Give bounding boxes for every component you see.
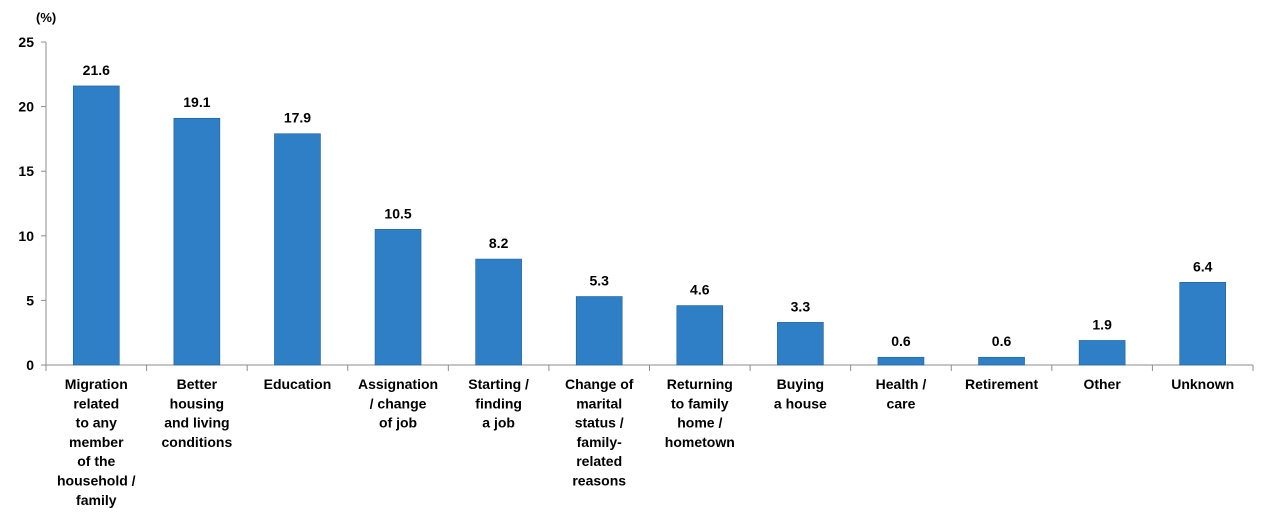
category-labels: Migration related to any member of the househ… <box>57 376 1234 508</box>
category-label-line: Health / <box>876 376 927 392</box>
category-label: Buying a house <box>774 376 827 411</box>
bar <box>173 117 221 366</box>
value-label: 10.5 <box>384 205 411 221</box>
category-label-line: Change of <box>565 376 634 392</box>
category-label-line: member <box>69 434 124 450</box>
category-label-line: of job <box>379 415 417 431</box>
y-axis-unit-label: (%) <box>36 10 56 25</box>
y-tick-label: 0 <box>26 357 34 373</box>
category-label: Change of marital status / family-related re… <box>565 376 634 489</box>
category-label-line: related <box>576 453 622 469</box>
category-label-line: Returning <box>667 376 733 392</box>
category-label: Health / care <box>876 376 927 411</box>
category-label-line: Education <box>264 376 332 392</box>
value-label: 19.1 <box>183 94 210 110</box>
value-label: 1.9 <box>1092 316 1112 332</box>
category-label: Returning to family home / hometown <box>665 376 735 450</box>
category-label-line: conditions <box>161 434 232 450</box>
value-label: 0.6 <box>891 333 911 349</box>
category-label: Education <box>264 376 332 392</box>
bar <box>877 356 925 366</box>
category-label-line: housing <box>170 395 224 411</box>
value-label: 0.6 <box>992 333 1012 349</box>
category-label: Starting / finding a job <box>468 376 529 431</box>
value-label: 8.2 <box>489 235 509 251</box>
category-label-line: of the <box>77 453 115 469</box>
bar <box>274 133 321 366</box>
bar <box>1179 282 1227 366</box>
category-label-line: Starting / <box>468 376 529 392</box>
category-label-line: household / <box>57 473 136 489</box>
value-label: 17.9 <box>284 110 311 126</box>
category-label-line: / change <box>370 395 427 411</box>
bars <box>72 85 1227 366</box>
category-label: Unknown <box>1171 376 1234 392</box>
category-label: Better housing and living conditions <box>161 376 232 450</box>
category-label-line: Unknown <box>1171 376 1234 392</box>
y-tick-label: 10 <box>18 228 34 244</box>
value-label: 5.3 <box>589 273 609 289</box>
category-label-line: reasons <box>572 473 626 489</box>
category-label: Other <box>1083 376 1121 392</box>
category-label-line: family- <box>577 434 622 450</box>
category-label-line: home / <box>677 415 722 431</box>
bar <box>475 258 522 366</box>
category-label-line: Buying <box>777 376 824 392</box>
bar <box>374 229 422 366</box>
category-label: Migration related to any member of the househ… <box>57 376 136 508</box>
bar <box>1078 340 1126 366</box>
category-label-line: status / <box>575 415 624 431</box>
category-label-line: to family <box>671 395 729 411</box>
category-label-line: and living <box>164 415 229 431</box>
category-label-line: Migration <box>65 376 128 392</box>
category-label-line: a house <box>774 395 827 411</box>
value-label: 6.4 <box>1193 258 1213 274</box>
y-tick-label: 25 <box>18 34 34 50</box>
category-label-line: Better <box>177 376 218 392</box>
category-label-line: family <box>76 492 117 508</box>
category-label-line: care <box>887 395 916 411</box>
value-label: 21.6 <box>83 62 110 78</box>
bar <box>978 356 1025 366</box>
y-tick-label: 20 <box>18 99 34 115</box>
value-label: 4.6 <box>690 282 710 298</box>
bar <box>72 85 120 366</box>
category-label-line: Assignation <box>358 376 438 392</box>
bar <box>777 322 824 366</box>
bar <box>676 305 724 366</box>
y-tick-label: 5 <box>26 292 34 308</box>
category-label-line: Retirement <box>965 376 1038 392</box>
y-axis: 0 5 10 15 20 25 <box>18 34 47 373</box>
category-label: Retirement <box>965 376 1038 392</box>
category-label-line: marital <box>576 395 622 411</box>
category-label-line: related <box>73 395 119 411</box>
bar <box>575 296 623 366</box>
x-axis <box>45 364 1254 371</box>
category-label-line: a job <box>482 415 515 431</box>
category-label: Assignation / change of job <box>358 376 438 431</box>
value-label: 3.3 <box>791 298 811 314</box>
category-label-line: to any <box>76 415 117 431</box>
category-label-line: finding <box>475 395 522 411</box>
y-tick-label: 15 <box>18 163 34 179</box>
category-label-line: Other <box>1083 376 1121 392</box>
value-labels: 21.6 19.1 17.9 10.5 8.2 5.3 4.6 3.3 0.6 0.6 1.9 6.4 <box>83 62 1213 349</box>
category-label-line: hometown <box>665 434 735 450</box>
